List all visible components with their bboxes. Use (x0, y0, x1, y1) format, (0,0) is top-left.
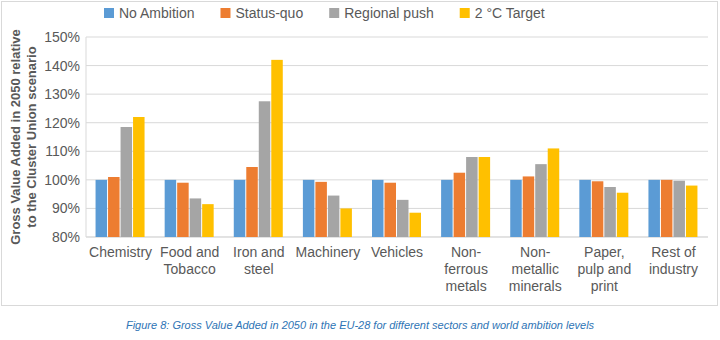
bar (246, 167, 258, 237)
grid-line (86, 179, 708, 180)
legend-label: No Ambition (119, 5, 194, 21)
bar (234, 180, 246, 237)
bar (177, 183, 189, 237)
grid-line (86, 122, 708, 123)
legend-swatch (329, 8, 339, 18)
chart-frame (2, 2, 718, 306)
y-tick-label: 130% (44, 86, 80, 102)
legend-swatch (460, 8, 470, 18)
y-tick-label: 80% (52, 229, 80, 245)
legend-swatch (220, 8, 230, 18)
bar (410, 213, 422, 237)
bar (328, 196, 340, 237)
bar (686, 186, 698, 237)
y-tick-label: 110% (45, 143, 80, 159)
bar (397, 200, 409, 237)
bar (441, 180, 453, 237)
chart: 80% 90% 100% 110% 120% 130% 140% 150% Chemistry F… (0, 0, 720, 340)
bar (190, 198, 202, 237)
bar (466, 157, 478, 237)
x-tick-label: Paper,pulp andprint (577, 244, 631, 294)
y-tick-label: 120% (44, 115, 80, 131)
bar (523, 176, 535, 237)
bar (617, 193, 629, 237)
bar (372, 180, 384, 237)
bar (592, 181, 604, 237)
bars (96, 60, 698, 237)
caption: Figure 8: Gross Value Added in 2050 in t… (126, 319, 595, 331)
bar (259, 101, 271, 237)
bar (673, 181, 685, 237)
bar (108, 177, 120, 237)
bar (202, 204, 214, 237)
bar (133, 117, 145, 237)
legend-swatch (104, 8, 114, 18)
x-tick-label: Machinery (296, 244, 361, 260)
bar (579, 180, 591, 237)
x-tick-label: Iron andsteel (233, 244, 284, 277)
y-tick-label: 100% (44, 172, 80, 188)
y-axis (86, 37, 87, 237)
grid-line (86, 151, 708, 152)
x-tick-label: Vehicles (371, 244, 423, 260)
grid-line (86, 37, 708, 38)
bar (648, 180, 660, 237)
bar (548, 148, 560, 237)
legend-label: Status-quo (235, 5, 303, 21)
x-tick-label: Non-metallicminerals (509, 244, 562, 294)
x-tick-label: Chemistry (89, 244, 152, 260)
bar (303, 180, 315, 237)
bar (479, 157, 491, 237)
bar (535, 164, 547, 237)
y-axis-label: Gross Value Added in 2050 relativeto the… (8, 29, 39, 245)
y-tick-label: 150% (44, 29, 80, 45)
bar (271, 60, 283, 237)
bar (604, 187, 616, 237)
bar (661, 180, 673, 237)
bar (165, 180, 177, 237)
bar (340, 208, 352, 237)
x-tick-label: Non-ferrousmetals (444, 244, 488, 294)
x-tick-label: Food andTobacco (160, 244, 219, 277)
x-tick-label: Rest ofindustry (649, 244, 698, 277)
bar (510, 180, 522, 237)
grid-line (86, 94, 708, 95)
grid-line (86, 65, 708, 66)
bar (454, 173, 466, 237)
bar (385, 183, 397, 237)
bar (315, 182, 327, 237)
y-tick-label: 140% (44, 58, 80, 74)
legend-label: Regional push (344, 5, 434, 21)
y-tick-label: 90% (52, 200, 80, 216)
legend-label: 2 °C Target (475, 5, 545, 21)
bar (121, 127, 133, 237)
bar (96, 180, 108, 237)
